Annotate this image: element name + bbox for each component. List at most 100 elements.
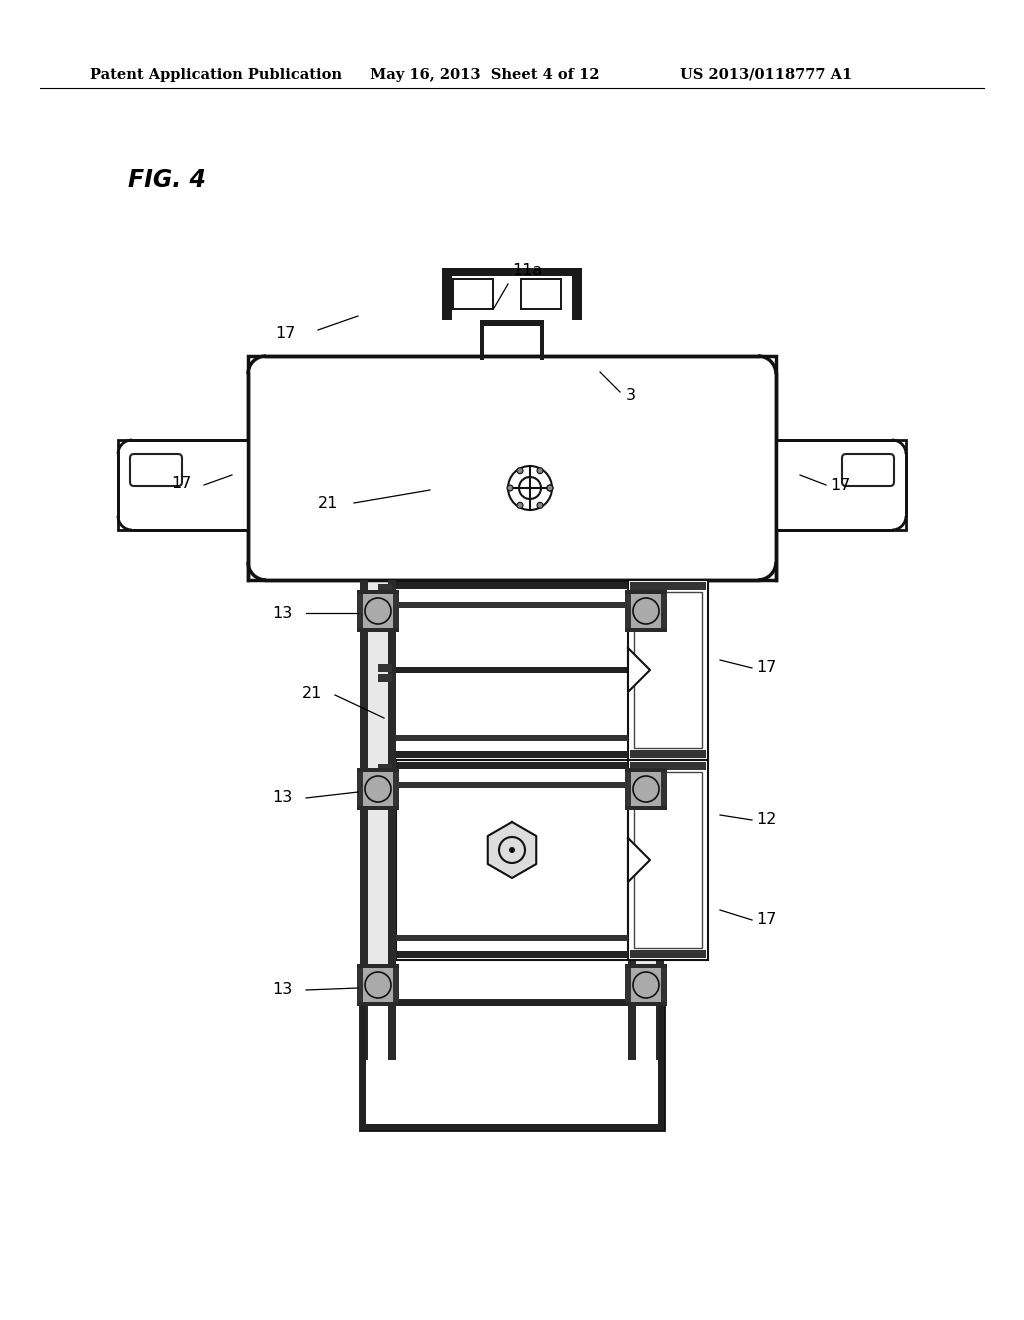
Bar — [658, 1001, 664, 1130]
Bar — [625, 768, 667, 810]
Bar — [396, 950, 628, 958]
Bar — [393, 968, 399, 1002]
Circle shape — [537, 467, 543, 474]
Bar — [656, 579, 664, 1060]
Text: 17: 17 — [275, 326, 296, 341]
Circle shape — [547, 484, 553, 491]
Bar — [629, 968, 663, 1002]
Bar — [378, 664, 392, 672]
Bar — [378, 777, 392, 785]
Bar — [393, 772, 399, 807]
Bar — [662, 968, 667, 1002]
Circle shape — [517, 503, 523, 508]
Bar — [628, 579, 636, 1060]
Text: 13: 13 — [271, 791, 292, 805]
Bar — [396, 781, 628, 788]
Bar — [625, 964, 667, 1006]
Bar — [630, 762, 706, 770]
Bar — [361, 968, 395, 1002]
Bar — [630, 950, 706, 958]
Bar — [396, 935, 628, 941]
Bar — [625, 968, 631, 1002]
Bar — [480, 319, 544, 326]
Bar — [396, 762, 628, 770]
Bar — [378, 675, 392, 682]
Bar — [630, 750, 706, 758]
Bar — [520, 306, 562, 310]
Bar — [634, 591, 702, 748]
Text: US 2013/0118777 A1: US 2013/0118777 A1 — [680, 69, 852, 82]
Text: 21: 21 — [302, 685, 322, 701]
Bar — [490, 279, 494, 310]
Circle shape — [537, 503, 543, 508]
Bar — [388, 579, 396, 1060]
Circle shape — [517, 467, 523, 474]
Text: May 16, 2013  Sheet 4 of 12: May 16, 2013 Sheet 4 of 12 — [370, 69, 600, 82]
Bar — [396, 667, 628, 673]
Circle shape — [509, 847, 515, 853]
Bar — [378, 764, 392, 772]
Bar — [361, 594, 395, 628]
Bar — [522, 280, 560, 308]
Bar — [628, 760, 708, 960]
FancyBboxPatch shape — [130, 454, 182, 486]
Text: 17: 17 — [172, 477, 193, 491]
Bar — [520, 279, 562, 282]
Text: 21: 21 — [317, 495, 338, 511]
Polygon shape — [628, 838, 650, 882]
Bar — [629, 772, 663, 807]
Bar — [360, 579, 368, 1060]
Bar — [378, 598, 392, 606]
Text: 17: 17 — [830, 478, 850, 492]
Bar — [396, 602, 628, 609]
Circle shape — [547, 484, 553, 491]
Text: Patent Application Publication: Patent Application Publication — [90, 69, 342, 82]
Bar — [630, 582, 706, 590]
Bar — [628, 579, 708, 760]
Bar — [634, 772, 702, 948]
Bar — [452, 279, 456, 310]
Bar — [442, 276, 452, 319]
Bar — [360, 1125, 664, 1130]
Bar — [520, 279, 524, 310]
Circle shape — [507, 484, 513, 491]
Bar — [480, 326, 484, 360]
Polygon shape — [487, 822, 537, 878]
Bar — [662, 594, 667, 628]
Bar — [636, 579, 656, 1060]
Bar — [378, 789, 392, 799]
Text: 13: 13 — [271, 606, 292, 620]
Text: 11a: 11a — [512, 263, 543, 279]
Bar — [248, 356, 776, 579]
Text: FIG. 4: FIG. 4 — [128, 168, 206, 191]
Bar — [452, 306, 494, 310]
Bar — [540, 326, 544, 360]
Bar — [393, 594, 399, 628]
Bar — [454, 280, 492, 308]
Bar — [662, 772, 667, 807]
Bar — [360, 1001, 664, 1006]
Bar — [357, 772, 362, 807]
Bar — [357, 964, 399, 1006]
Bar — [396, 735, 628, 741]
Bar — [442, 268, 582, 276]
Bar — [361, 772, 395, 807]
Bar — [368, 579, 388, 1060]
Bar — [396, 760, 628, 960]
Bar — [452, 279, 494, 282]
Bar — [572, 276, 582, 319]
Bar — [396, 582, 628, 589]
FancyBboxPatch shape — [842, 454, 894, 486]
Bar — [357, 590, 399, 632]
Bar — [357, 768, 399, 810]
Bar — [629, 594, 663, 628]
Bar — [118, 440, 248, 531]
Bar — [360, 1001, 664, 1130]
Bar — [625, 594, 631, 628]
Text: 17: 17 — [756, 660, 776, 676]
Text: 12: 12 — [756, 813, 776, 828]
Text: 3: 3 — [626, 388, 636, 404]
Text: 17: 17 — [756, 912, 776, 928]
Bar — [625, 772, 631, 807]
Bar — [625, 590, 667, 632]
